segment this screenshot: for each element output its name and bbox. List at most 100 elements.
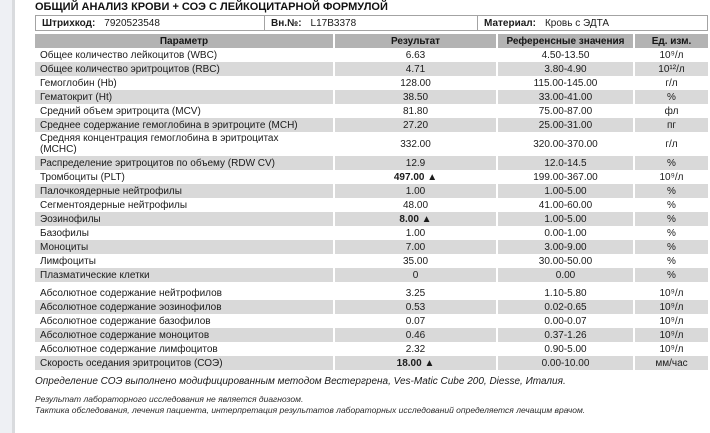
ref-cell: 0.00-10.00 bbox=[498, 356, 635, 370]
unit-cell: 10⁹/л bbox=[659, 343, 684, 355]
result-cell: 0.53 bbox=[335, 300, 498, 314]
result-cell: 27.20 bbox=[335, 118, 498, 132]
param-cell: Средний объем эритроцита (MCV) bbox=[35, 104, 335, 118]
report-body: ОБЩИЙ АНАЛИЗ КРОВИ + СОЭ С ЛЕЙКОЦИТАРНОЙ… bbox=[35, 1, 708, 416]
ref-cell: 41.00-60.00 bbox=[498, 198, 635, 212]
param-cell: Среднее содержание гемоглобина в эритроц… bbox=[35, 118, 335, 132]
ref-cell: 0.02-0.65 bbox=[498, 300, 635, 314]
result-cell: 4.71 bbox=[335, 62, 498, 76]
disclaimer-note-2: Тактика обследования, лечения пациента, … bbox=[35, 405, 586, 415]
unit-cell: мм/час bbox=[655, 357, 688, 369]
unit-cell: % bbox=[667, 185, 676, 197]
ref-cell: 199.00-367.00 bbox=[498, 170, 635, 184]
param-cell: Сегментоядерные нейтрофилы bbox=[35, 198, 335, 212]
column-header-reference: Референсные значения bbox=[498, 34, 635, 48]
table-body: Общее количество лейкоцитов (WBC) 6.63 4… bbox=[35, 48, 708, 370]
param-cell: Палочкоядерные нейтрофилы bbox=[35, 184, 335, 198]
ref-cell: 25.00-31.00 bbox=[498, 118, 635, 132]
table-row: Гемоглобин (Hb) 128.00 115.00-145.00 г/л bbox=[35, 76, 708, 90]
table-row: Абсолютное содержание базофилов 0.07 0.0… bbox=[35, 314, 708, 328]
material-field: Материал: Кровь с ЭДТА bbox=[478, 15, 708, 31]
ref-cell: 1.00-5.00 bbox=[498, 212, 635, 226]
ref-cell: 0.00 bbox=[498, 268, 635, 282]
result-cell: 48.00 bbox=[335, 198, 498, 212]
unit-cell: % bbox=[667, 91, 676, 103]
ref-cell: 0.90-5.00 bbox=[498, 342, 635, 356]
ref-cell: 320.00-370.00 bbox=[498, 132, 635, 156]
table-row: Абсолютное содержание нейтрофилов 3.25 1… bbox=[35, 286, 708, 300]
unit-cell: 10¹²/л bbox=[658, 63, 685, 75]
param-cell: Общее количество эритроцитов (RBC) bbox=[35, 62, 335, 76]
viewer-left-margin bbox=[0, 0, 12, 433]
table-row: Тромбоциты (PLT) 497.00 ▲ 199.00-367.00 … bbox=[35, 170, 708, 184]
result-cell: 81.80 bbox=[335, 104, 498, 118]
unit-cell: % bbox=[667, 255, 676, 267]
column-header-parameter: Параметр bbox=[35, 34, 335, 48]
result-cell: 128.00 bbox=[335, 76, 498, 90]
unit-cell: 10⁹/л bbox=[659, 329, 684, 341]
unit-cell: 10⁹/л bbox=[659, 49, 684, 61]
ref-cell: 0.00-0.07 bbox=[498, 314, 635, 328]
unit-cell: 10⁹/л bbox=[659, 171, 684, 183]
ref-cell: 12.0-14.5 bbox=[498, 156, 635, 170]
result-cell: 18.00 ▲ bbox=[335, 356, 498, 370]
barcode-value: 7920523548 bbox=[104, 17, 160, 29]
param-cell: Абсолютное содержание базофилов bbox=[35, 314, 335, 328]
result-cell: 0 bbox=[335, 268, 498, 282]
ref-cell: 3.00-9.00 bbox=[498, 240, 635, 254]
param-cell: Абсолютное содержание лимфоцитов bbox=[35, 342, 335, 356]
table-row: Плазматические клетки 0 0.00 % bbox=[35, 268, 708, 282]
param-cell: Базофилы bbox=[35, 226, 335, 240]
result-cell: 332.00 bbox=[335, 132, 498, 156]
unit-cell: % bbox=[667, 157, 676, 169]
unit-cell: % bbox=[667, 199, 676, 211]
table-row: Распределение эритроцитов по объему (RDW… bbox=[35, 156, 708, 170]
table-row: Среднее содержание гемоглобина в эритроц… bbox=[35, 118, 708, 132]
table-row: Гематокрит (Ht) 38.50 33.00-41.00 % bbox=[35, 90, 708, 104]
param-cell: Абсолютное содержание моноцитов bbox=[35, 328, 335, 342]
result-cell: 1.00 bbox=[335, 184, 498, 198]
ref-cell: 75.00-87.00 bbox=[498, 104, 635, 118]
barcode-label: Штрихкод: bbox=[42, 17, 96, 29]
result-cell: 12.9 bbox=[335, 156, 498, 170]
unit-cell: 10⁹/л bbox=[659, 287, 684, 299]
param-cell: Абсолютное содержание нейтрофилов bbox=[35, 286, 335, 300]
table-row: Абсолютное содержание моноцитов 0.46 0.3… bbox=[35, 328, 708, 342]
table-row: Абсолютное содержание лимфоцитов 2.32 0.… bbox=[35, 342, 708, 356]
material-label: Материал: bbox=[484, 17, 536, 29]
param-cell: Средняя концентрация гемоглобина в эритр… bbox=[35, 132, 335, 156]
column-header-unit: Ед. изм. bbox=[635, 34, 708, 48]
unit-cell: пг bbox=[666, 119, 677, 131]
result-cell: 2.32 bbox=[335, 342, 498, 356]
table-row: Средняя концентрация гемоглобина в эритр… bbox=[35, 132, 708, 156]
param-cell: Гематокрит (Ht) bbox=[35, 90, 335, 104]
unit-cell: % bbox=[667, 227, 676, 239]
result-cell: 35.00 bbox=[335, 254, 498, 268]
param-cell: Гемоглобин (Hb) bbox=[35, 76, 335, 90]
internal-number-value: L17B3378 bbox=[310, 17, 357, 29]
table-row: Общее количество эритроцитов (RBC) 4.71 … bbox=[35, 62, 708, 76]
table-row: Абсолютное содержание эозинофилов 0.53 0… bbox=[35, 300, 708, 314]
param-cell: Общее количество лейкоцитов (WBC) bbox=[35, 48, 335, 62]
internal-number-field: Вн.№: L17B3378 bbox=[265, 15, 478, 31]
unit-cell: % bbox=[667, 213, 676, 225]
table-row: Лимфоциты 35.00 30.00-50.00 % bbox=[35, 254, 708, 268]
ref-cell: 0.37-1.26 bbox=[498, 328, 635, 342]
report-info-bar: Штрихкод: 7920523548 Вн.№: L17B3378 Мате… bbox=[35, 15, 708, 31]
result-cell: 6.63 bbox=[335, 48, 498, 62]
results-table: Параметр Результат Референсные значения … bbox=[35, 34, 708, 370]
param-cell: Распределение эритроцитов по объему (RDW… bbox=[35, 156, 335, 170]
table-row: Палочкоядерные нейтрофилы 1.00 1.00-5.00… bbox=[35, 184, 708, 198]
result-cell: 3.25 bbox=[335, 286, 498, 300]
table-row: Общее количество лейкоцитов (WBC) 6.63 4… bbox=[35, 48, 708, 62]
material-value: Кровь с ЭДТА bbox=[544, 17, 610, 29]
ref-cell: 0.00-1.00 bbox=[498, 226, 635, 240]
ref-cell: 33.00-41.00 bbox=[498, 90, 635, 104]
table-row: Базофилы 1.00 0.00-1.00 % bbox=[35, 226, 708, 240]
result-cell: 497.00 ▲ bbox=[335, 170, 498, 184]
result-cell: 0.07 bbox=[335, 314, 498, 328]
param-cell: Эозинофилы bbox=[35, 212, 335, 226]
ref-cell: 4.50-13.50 bbox=[498, 48, 635, 62]
ref-cell: 115.00-145.00 bbox=[498, 76, 635, 90]
